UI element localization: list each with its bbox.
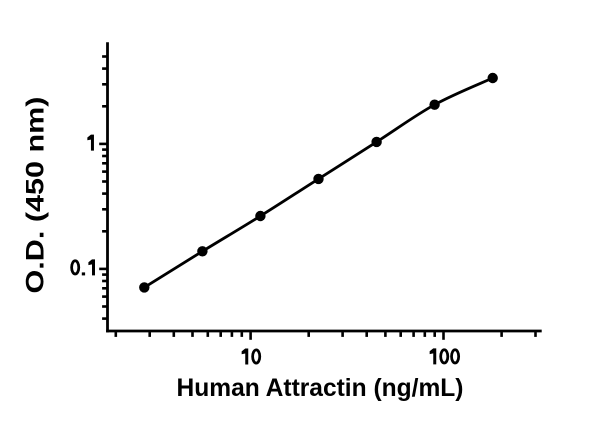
svg-text:O.D. (450 nm): O.D. (450 nm) <box>22 97 50 294</box>
svg-text:Human Attractin (ng/mL): Human Attractin (ng/mL) <box>177 374 464 402</box>
